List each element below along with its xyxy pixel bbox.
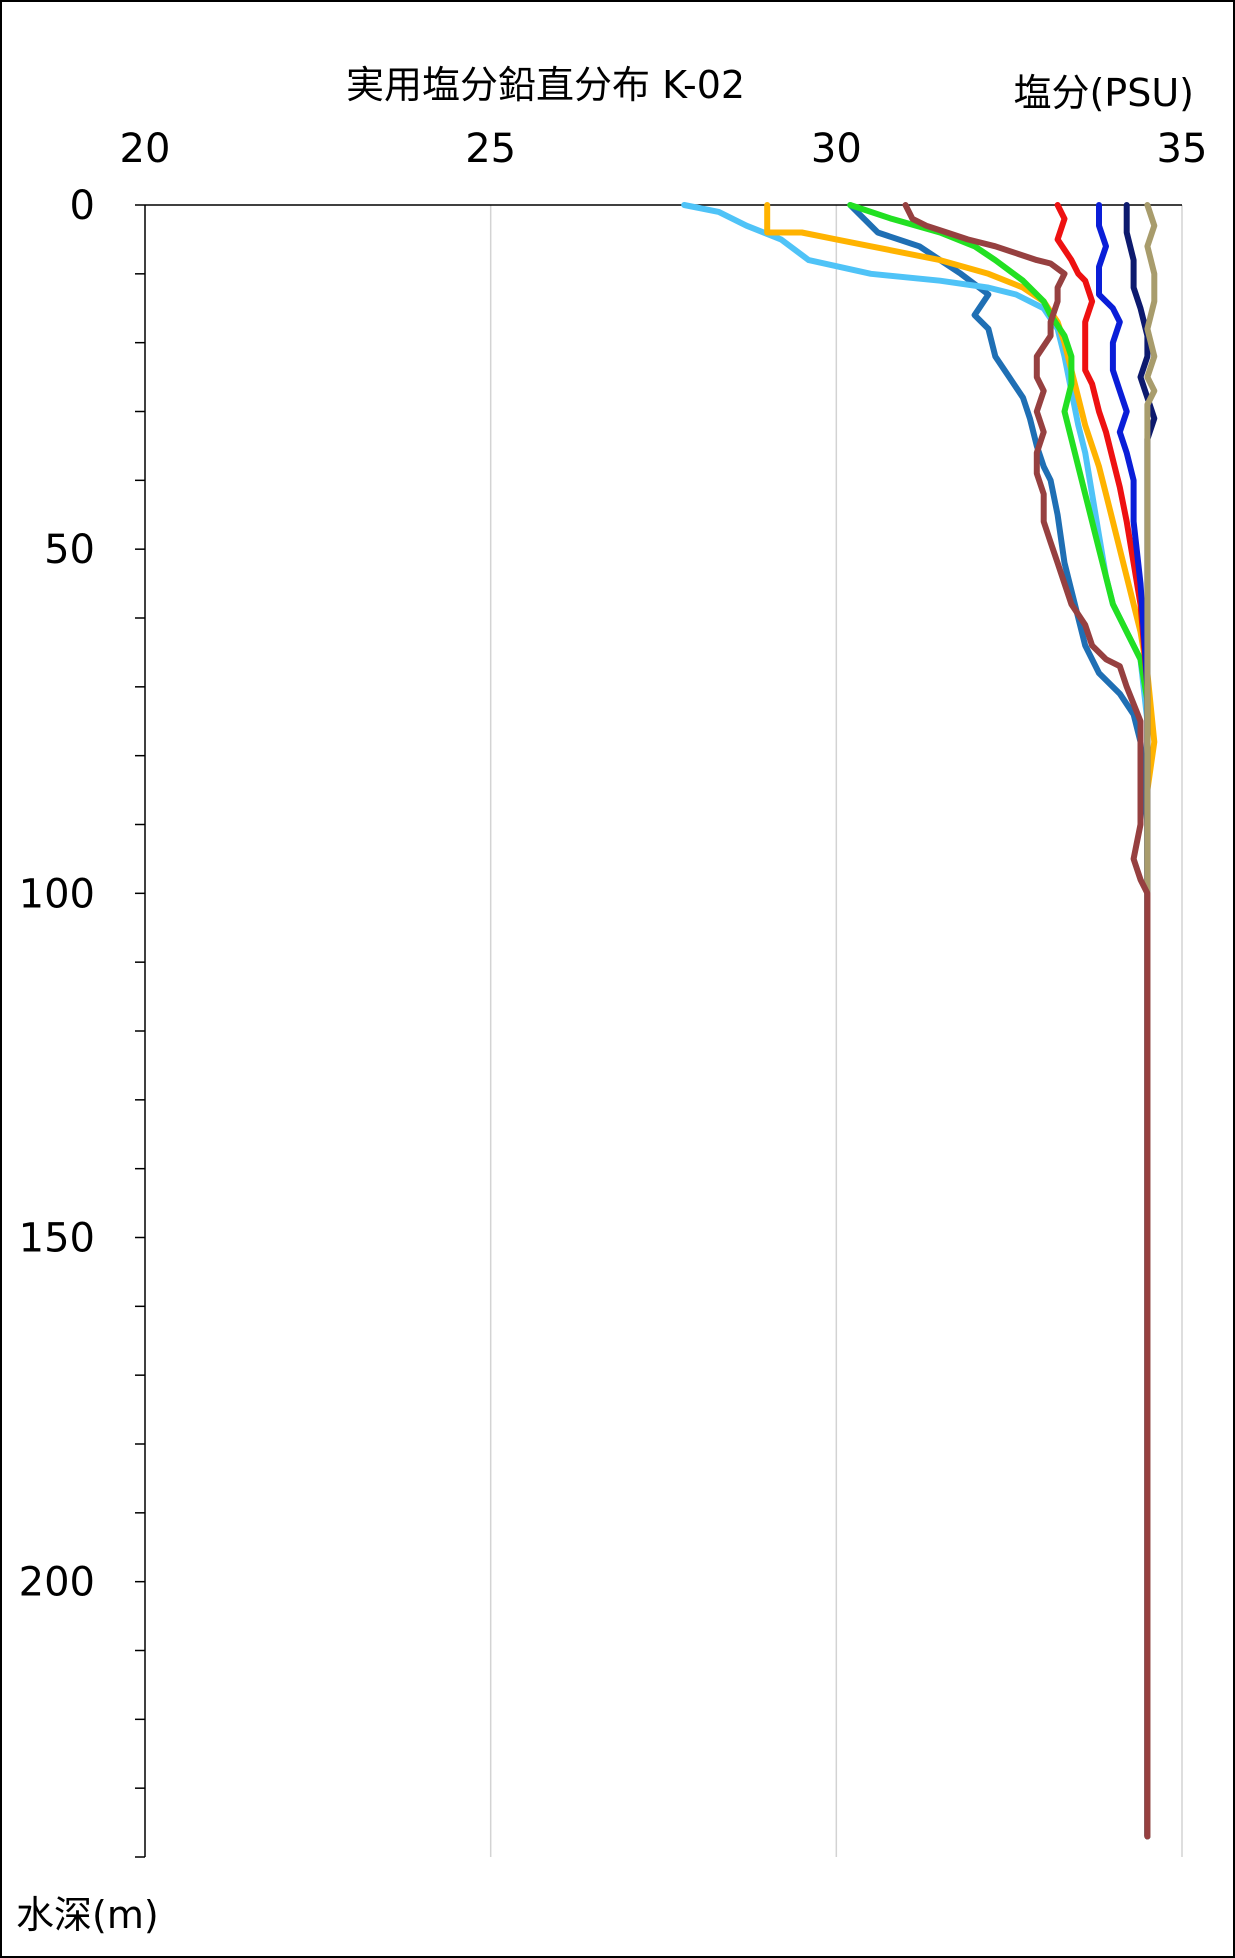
y-tick-label: 50	[44, 527, 95, 573]
series-line-6	[1096, 202, 1151, 1840]
series-line-1	[847, 202, 1151, 1840]
x-tick-label: 25	[465, 126, 516, 172]
series-line-8	[1144, 202, 1158, 1840]
x-tick-label: 30	[811, 126, 862, 172]
x-tick-label: 20	[120, 126, 171, 172]
grid-layer	[489, 205, 1183, 1857]
x-axis-unit-label: 塩分(PSU)	[1013, 71, 1194, 115]
axis-layer: 20 25 30 35 0 50 100 150 200	[19, 126, 1208, 1858]
series-line-9	[902, 202, 1151, 1840]
series-line-3	[764, 202, 1158, 1840]
chart-title: 実用塩分鉛直分布 K-02	[346, 63, 745, 107]
y-tick-label: 200	[19, 1560, 95, 1606]
y-tick-label: 0	[70, 183, 95, 229]
series-layer	[681, 202, 1158, 1840]
series-line-4	[847, 202, 1151, 1840]
y-tick-label: 100	[19, 871, 95, 917]
label-layer: 実用塩分鉛直分布 K-02 塩分(PSU) 水深(m)	[16, 63, 1194, 1937]
series-line-2	[681, 202, 1151, 1840]
x-tick-label: 35	[1157, 126, 1208, 172]
y-tick-label: 150	[19, 1216, 95, 1262]
y-axis-unit-label: 水深(m)	[16, 1893, 159, 1937]
series-line-5	[1054, 202, 1151, 1840]
